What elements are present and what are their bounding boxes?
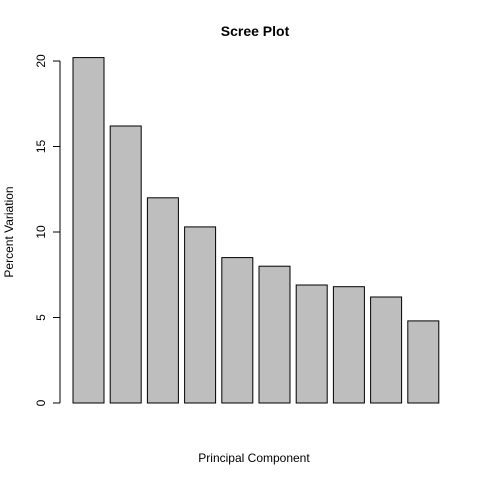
bar-pc7 — [295, 284, 328, 404]
bar-pc4 — [184, 226, 217, 404]
bar-pc6 — [258, 265, 291, 404]
y-tick-label: 5 — [34, 314, 48, 321]
y-tick-label: 0 — [34, 399, 48, 406]
bar-pc1 — [72, 57, 105, 404]
bar-pc10 — [407, 320, 440, 404]
y-axis: 0 5 10 15 20 — [34, 54, 61, 406]
chart-title: Scree Plot — [221, 23, 290, 39]
y-axis-label: Percent Variation — [2, 186, 16, 277]
bar-pc8 — [332, 286, 365, 404]
bar-pc5 — [221, 257, 254, 404]
bar-pc3 — [146, 197, 179, 404]
bars-group — [72, 57, 440, 404]
bar-pc2 — [109, 125, 142, 404]
bar-pc9 — [370, 296, 403, 404]
y-tick-label: 10 — [34, 225, 48, 239]
y-tick-label: 15 — [34, 140, 48, 154]
y-tick-label: 20 — [34, 54, 48, 68]
x-axis-label: Principal Component — [198, 451, 310, 465]
